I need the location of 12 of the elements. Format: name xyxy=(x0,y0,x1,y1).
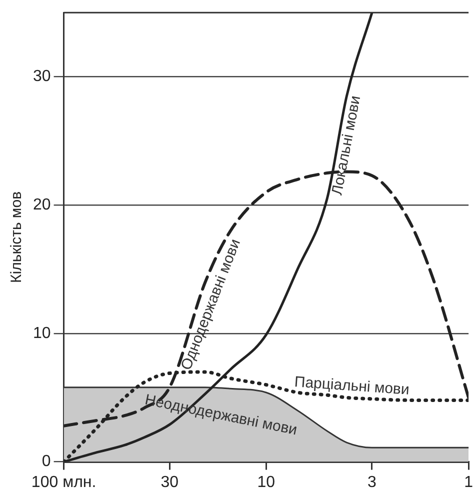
series-label: Парціальні мови xyxy=(294,374,410,399)
y-tick-label: 20 xyxy=(33,196,51,214)
x-tick-label: 10 xyxy=(257,474,276,491)
text: Локальні мови xyxy=(328,94,364,196)
x-tick-label: 30 xyxy=(160,474,179,491)
y-tick-label: 0 xyxy=(42,453,51,470)
x-tick-label: 100 млн. xyxy=(31,474,96,491)
y-tick-label: 30 xyxy=(33,68,51,86)
x-tick-label: 3 xyxy=(368,474,377,491)
y-axis-title: Кількість мов xyxy=(8,191,26,283)
y-tick-label: 10 xyxy=(33,324,51,342)
x-tick-label: 1 xyxy=(464,474,474,491)
